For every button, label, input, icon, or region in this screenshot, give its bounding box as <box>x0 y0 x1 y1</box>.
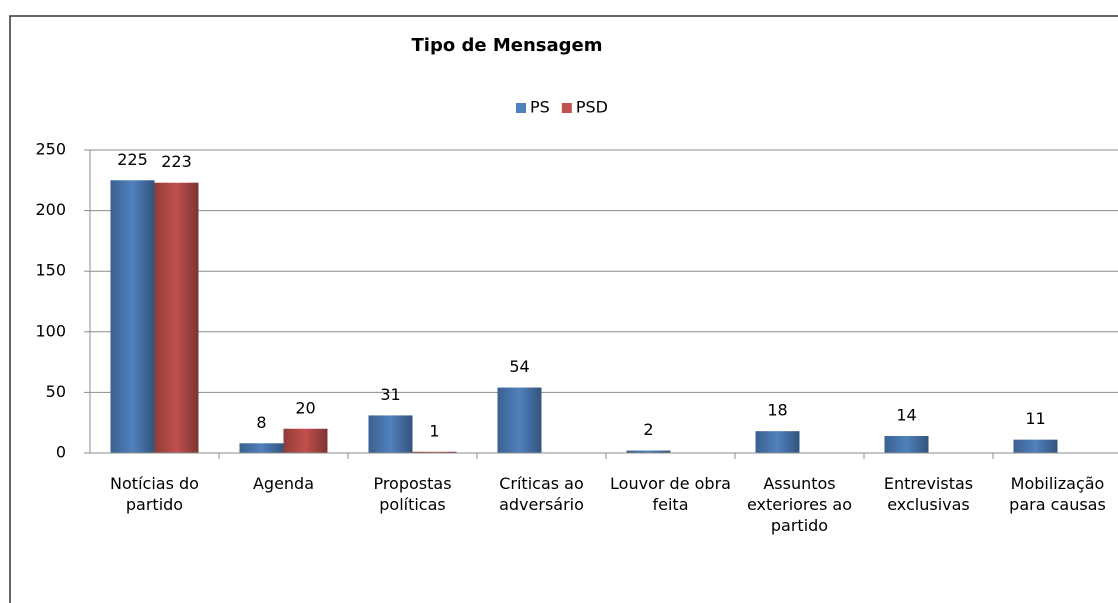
data-label: 223 <box>161 152 192 171</box>
bar-shade <box>412 451 457 453</box>
x-tick-label: Assuntos exteriores ao partido <box>746 474 853 535</box>
data-label: 20 <box>295 398 315 417</box>
y-tick-label: 250 <box>35 140 66 159</box>
y-tick-label: 150 <box>35 261 66 280</box>
y-tick-label: 200 <box>35 200 66 219</box>
data-label: 11 <box>1025 409 1045 428</box>
x-tick-label: Propostas políticas <box>373 474 452 514</box>
data-label: 31 <box>380 385 400 404</box>
bar-shade <box>1013 439 1058 453</box>
x-tick-label: Louvor de obra feita <box>610 474 731 514</box>
bar-shade <box>755 431 800 453</box>
bar-shade <box>110 180 155 454</box>
data-label: 8 <box>256 413 266 432</box>
legend-swatch <box>561 103 572 113</box>
x-tick-label: Entrevistas exclusivas <box>883 474 974 514</box>
y-tick-label: 0 <box>56 443 66 462</box>
bar-shade <box>283 428 328 453</box>
data-label: 1 <box>429 421 439 440</box>
data-label: 54 <box>509 357 529 376</box>
x-tick-label: Agenda <box>252 474 315 493</box>
bar-shade <box>154 182 199 453</box>
y-tick-label: 100 <box>35 321 66 340</box>
legend-swatch <box>516 103 526 113</box>
bar-shade <box>626 450 671 453</box>
chart-title: Tipo de Mensagem <box>412 35 603 56</box>
x-tick-label: Críticas ao adversário <box>499 474 584 514</box>
bar-shade <box>368 415 413 453</box>
bar-shade <box>239 443 284 453</box>
x-tick-label: Mobilização para causas <box>1009 474 1106 514</box>
data-label: 225 <box>117 150 148 169</box>
data-label: 2 <box>643 420 653 439</box>
y-tick-label: 50 <box>46 382 66 401</box>
data-label: 18 <box>767 401 787 420</box>
data-label: 14 <box>896 406 916 425</box>
bar-shade <box>884 436 929 453</box>
legend-label: PSD <box>576 98 608 117</box>
legend-label: PS <box>530 98 550 117</box>
x-tick-label: Notícias do partido <box>110 474 199 514</box>
bar-shade <box>497 387 542 453</box>
